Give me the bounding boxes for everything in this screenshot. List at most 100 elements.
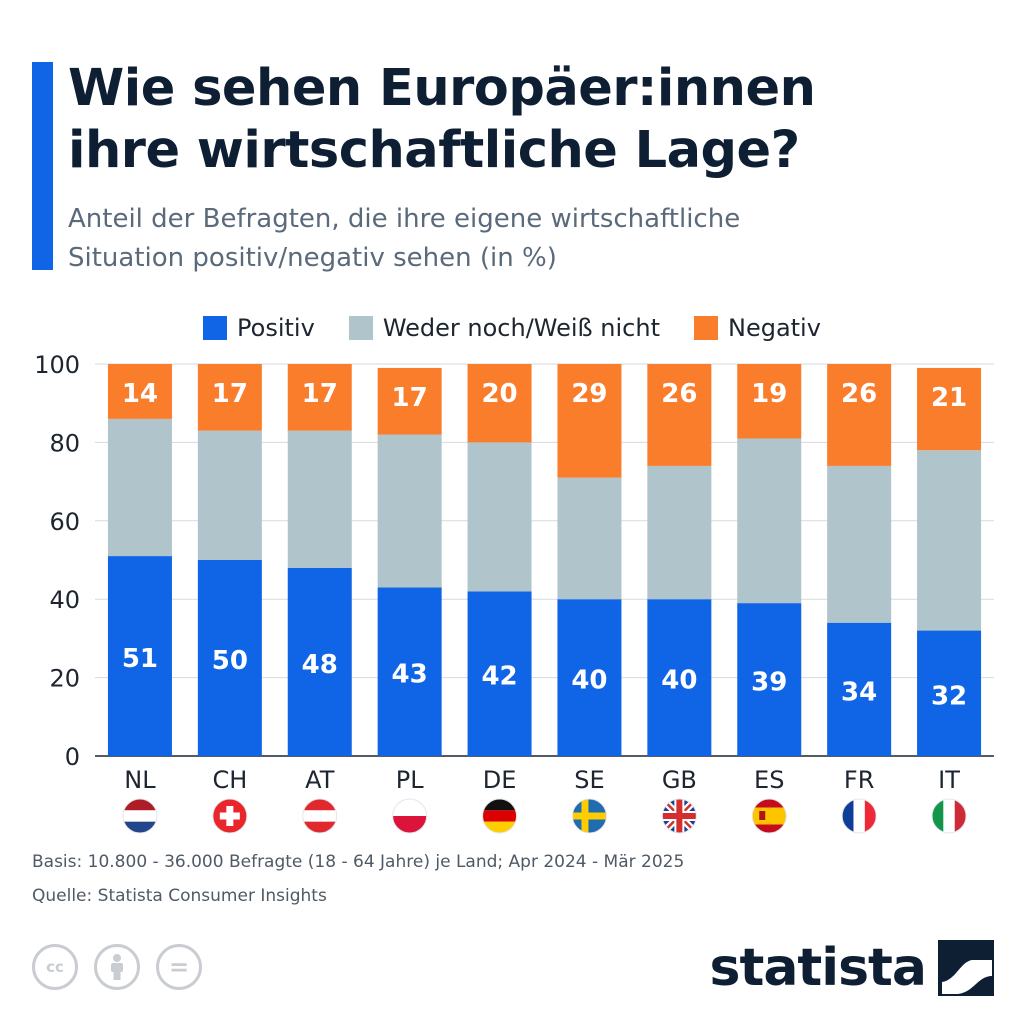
netherlands-flag — [122, 798, 158, 834]
y-tick-label: 60 — [49, 508, 80, 536]
statista-logo[interactable]: statista — [710, 938, 994, 998]
bar-segment-positive — [287, 567, 352, 756]
bar-segment-positive — [467, 591, 532, 756]
title-line-1: Wie sehen Europäer:innen — [68, 59, 816, 118]
bar-segment-negative — [197, 364, 262, 431]
switzerland-flag — [212, 798, 248, 834]
bar-segment-neutral — [377, 434, 442, 588]
bar-segment-positive — [377, 587, 442, 756]
bar-segment-neutral — [827, 465, 892, 623]
bar-segment-neutral — [107, 418, 172, 557]
bar-segment-positive — [107, 556, 172, 756]
chart-subtitle: Anteil der Befragten, die ihre eigene wi… — [68, 200, 968, 278]
bar-segment-negative — [557, 364, 622, 478]
data-label-negative: 14 — [122, 379, 158, 409]
uk-flag — [661, 798, 697, 834]
bar-segment-negative — [467, 364, 532, 443]
data-label-negative: 17 — [212, 379, 248, 409]
data-label-negative: 26 — [661, 379, 697, 409]
x-tick-label: FR — [844, 766, 874, 794]
legend-item-positive: Positiv — [203, 314, 315, 342]
x-tick-label: CH — [212, 766, 247, 794]
legend-label-negative: Negativ — [727, 314, 821, 342]
data-label-positive: 40 — [571, 666, 607, 696]
bar-segment-negative — [287, 364, 352, 431]
data-label-positive: 39 — [751, 668, 787, 698]
bar-segment-positive — [827, 622, 892, 756]
legend-item-negative: Negativ — [693, 314, 821, 342]
x-tick-label: GB — [662, 766, 697, 794]
data-label-positive: 51 — [122, 644, 158, 674]
data-label-positive: 42 — [481, 662, 517, 692]
bar-segment-neutral — [197, 430, 262, 560]
subtitle-line-2: Situation positiv/negativ sehen (in %) — [68, 243, 557, 273]
data-label-negative: 20 — [481, 379, 517, 409]
chart-title: Wie sehen Europäer:innen ihre wirtschaft… — [68, 58, 968, 182]
x-tick-label: AT — [305, 766, 335, 794]
bar-segment-positive — [557, 599, 622, 756]
bar-segment-neutral — [647, 465, 712, 600]
footnote-basis: Basis: 10.800 - 36.000 Befragte (18 - 64… — [32, 852, 685, 872]
legend-label-neutral: Weder noch/Weiß nicht — [382, 314, 660, 342]
bar-segment-neutral — [287, 430, 352, 568]
data-label-negative: 29 — [571, 379, 607, 409]
bar-segment-negative — [377, 367, 442, 435]
poland-flag — [392, 798, 428, 834]
austria-flag — [302, 798, 338, 834]
data-label-positive: 48 — [302, 650, 338, 680]
x-tick-label: ES — [754, 766, 784, 794]
data-label-positive: 50 — [212, 646, 248, 676]
subtitle-line-1: Anteil der Befragten, die ihre eigene wi… — [68, 204, 741, 234]
title-line-2: ihre wirtschaftliche Lage? — [68, 121, 800, 180]
x-tick-label: IT — [938, 766, 960, 794]
data-label-positive: 43 — [392, 660, 428, 690]
x-tick-label: DE — [483, 766, 517, 794]
cc-icon-label: cc — [46, 958, 64, 976]
germany-flag — [482, 798, 518, 834]
data-label-negative: 19 — [751, 379, 787, 409]
bar-segment-negative — [917, 367, 982, 451]
x-tick-label: SE — [574, 766, 604, 794]
france-flag — [841, 798, 877, 834]
person-glyph — [111, 954, 123, 980]
italy-flag — [931, 798, 967, 834]
legend-item-neutral: Weder noch/Weiß nicht — [348, 314, 660, 342]
logo-mark-icon — [938, 940, 994, 996]
data-label-negative: 26 — [841, 379, 877, 409]
bar-segment-neutral — [467, 442, 532, 592]
y-tick-label: 0 — [65, 743, 80, 771]
bar-segment-negative — [647, 364, 712, 466]
footnote-source: Quelle: Statista Consumer Insights — [32, 886, 327, 906]
bar-segment-positive — [917, 630, 982, 756]
legend-swatch-positive — [203, 316, 228, 340]
y-tick-label: 20 — [49, 665, 80, 693]
x-tick-label: NL — [124, 766, 156, 794]
bar-segment-positive — [737, 603, 802, 756]
y-tick-label: 100 — [34, 351, 80, 379]
accent-bar — [32, 62, 53, 270]
data-label-positive: 40 — [661, 666, 697, 696]
data-label-negative: 21 — [931, 383, 967, 413]
legend-swatch-neutral — [348, 316, 373, 340]
legend-label-positive: Positiv — [237, 314, 315, 342]
data-label-positive: 32 — [931, 681, 967, 711]
no-derivatives-icon[interactable]: = — [156, 944, 202, 990]
license-icons: cc = — [32, 944, 218, 990]
data-label-negative: 17 — [302, 379, 338, 409]
bar-segment-neutral — [737, 438, 802, 604]
bar-segment-neutral — [557, 477, 622, 600]
bar-segment-positive — [197, 560, 262, 756]
attribution-icon[interactable] — [94, 944, 140, 990]
bar-segment-negative — [737, 364, 802, 439]
x-tick-label: PL — [396, 766, 424, 794]
bar-segment-neutral — [917, 450, 982, 631]
data-label-negative: 17 — [392, 383, 428, 413]
bar-segment-negative — [107, 364, 172, 419]
spain-flag — [751, 798, 787, 834]
creative-commons-icon[interactable]: cc — [32, 944, 78, 990]
bar-segment-positive — [647, 599, 712, 756]
bar-segment-negative — [827, 364, 892, 466]
y-tick-label: 80 — [49, 429, 80, 457]
logo-text: statista — [709, 938, 927, 998]
